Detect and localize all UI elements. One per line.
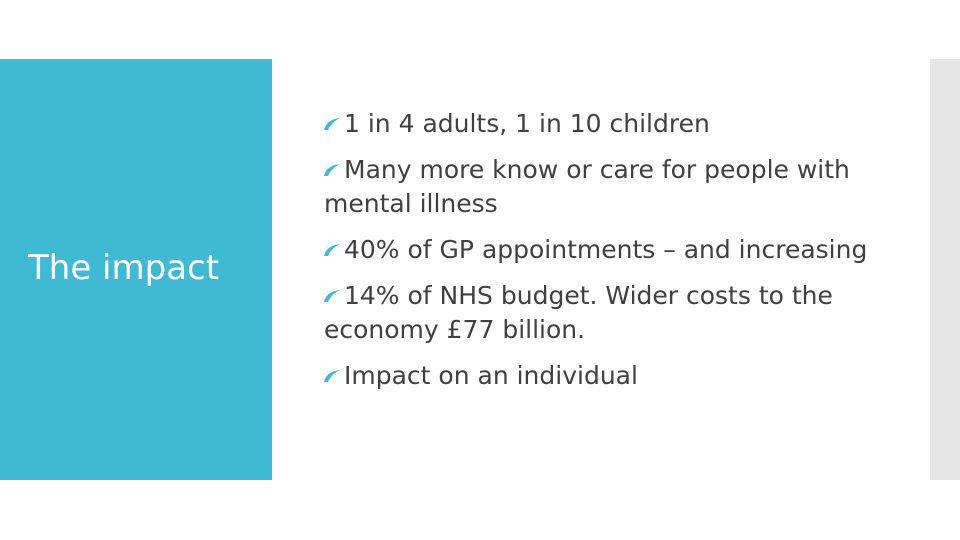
bullet: Many more know or care for people with m…: [300, 153, 900, 221]
bullet-text: 14% of NHS budget. Wider costs to the ec…: [324, 281, 833, 344]
bullet-icon: [324, 164, 340, 176]
bullet-text: 40% of GP appointments – and increasing: [344, 235, 868, 264]
side-bar: [930, 59, 960, 480]
bullet-icon: [324, 118, 340, 130]
bullet-icon: [324, 244, 340, 256]
bullet-icon: [324, 290, 340, 302]
slide-title: The impact: [28, 248, 220, 288]
bullet-text: 1 in 4 adults, 1 in 10 children: [344, 109, 710, 138]
bullet-icon: [324, 370, 340, 382]
bullet: Impact on an individual: [300, 359, 900, 393]
bullet-text: Many more know or care for people with m…: [324, 155, 850, 218]
bullet: 40% of GP appointments – and increasing: [300, 233, 900, 267]
bullet-list: 1 in 4 adults, 1 in 10 children Many more…: [300, 107, 900, 405]
bullet-text: Impact on an individual: [344, 361, 638, 390]
bullet: 1 in 4 adults, 1 in 10 children: [300, 107, 900, 141]
bullet: 14% of NHS budget. Wider costs to the ec…: [300, 279, 900, 347]
title-panel: [0, 59, 272, 480]
